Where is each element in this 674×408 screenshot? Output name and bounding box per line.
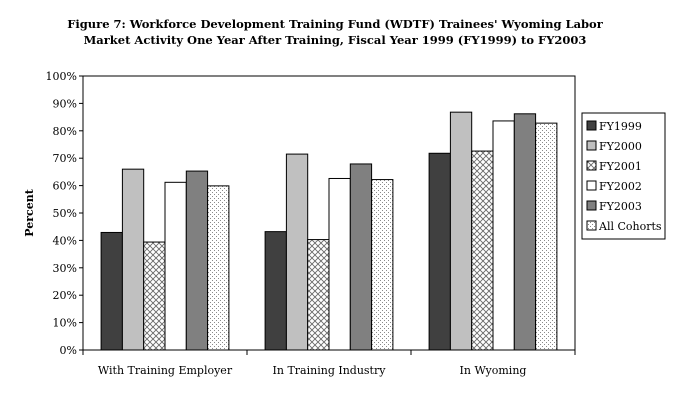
legend-swatch [586, 140, 597, 151]
legend-label: FY2002 [599, 180, 642, 193]
legend-label: FY2003 [599, 200, 642, 213]
y-tick-label: 0% [60, 344, 77, 357]
legend-label: All Cohorts [598, 220, 662, 233]
bar-fy2002 [492, 120, 515, 351]
bar-fy2003 [185, 170, 209, 351]
legend-swatch [586, 220, 597, 231]
legend-swatch [586, 120, 597, 131]
x-category-label: In Training Industry [273, 364, 387, 377]
y-tick-label: 70% [53, 152, 77, 165]
bar-fy1999 [428, 152, 451, 351]
legend-box [581, 112, 666, 240]
x-axis-ticks: With Training Employer In Training Indust… [82, 350, 576, 377]
bar-fy2000 [121, 168, 145, 351]
bar-series-group [100, 111, 558, 351]
chart-title-line1: Figure 7: Workforce Development Training… [67, 17, 604, 31]
bar-fy1999 [264, 231, 287, 351]
bar-fy1999 [100, 231, 123, 351]
y-tick-label: 90% [53, 97, 77, 110]
legend-swatch [586, 160, 597, 171]
bar-fy2000 [285, 153, 309, 351]
bar-fy2003 [513, 113, 537, 351]
legend-swatch [586, 200, 597, 211]
y-tick-label: 100% [46, 70, 77, 83]
legend-label: FY2001 [599, 160, 642, 173]
bar-fy2001 [143, 241, 166, 351]
bar-fy2001 [307, 239, 330, 351]
bar-fy2003 [349, 163, 373, 351]
bar-fy2000 [449, 111, 473, 351]
x-category-label: In Wyoming [460, 364, 527, 377]
chart-title-line2: Market Activity One Year After Training,… [84, 33, 587, 47]
bar-all-cohorts [371, 179, 394, 351]
legend: FY1999 FY2000 FY2001 FY2002 FY2003 All Cohort… [581, 112, 666, 240]
y-tick-label: 80% [53, 125, 77, 138]
y-axis-ticks: 0% 10% 20% 30% 40% 50% 60% 70% 80% 90% 100% [46, 70, 83, 357]
bar-fy2002 [328, 177, 351, 351]
legend-label: FY1999 [599, 120, 642, 133]
legend-label: FY2000 [599, 140, 642, 153]
bar-all-cohorts [207, 185, 230, 351]
bar-fy2001 [471, 150, 494, 351]
y-tick-label: 20% [53, 289, 77, 302]
y-tick-label: 30% [53, 262, 77, 275]
y-axis-label: Percent [23, 188, 36, 236]
legend-swatch [586, 180, 597, 191]
bar-all-cohorts [535, 122, 558, 351]
y-tick-label: 10% [53, 317, 77, 330]
y-tick-label: 40% [53, 234, 77, 247]
y-tick-label: 50% [53, 207, 77, 220]
y-tick-label: 60% [53, 180, 77, 193]
x-category-label: With Training Employer [98, 364, 233, 377]
bar-fy2002 [164, 181, 187, 351]
